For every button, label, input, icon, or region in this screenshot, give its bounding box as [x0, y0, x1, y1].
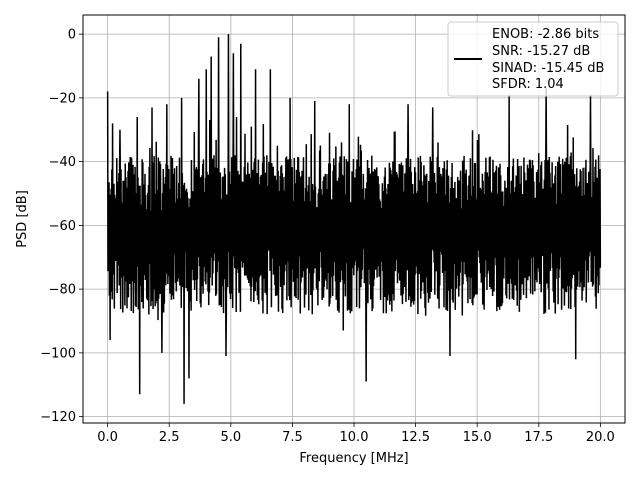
y-tick-label: −100: [40, 346, 76, 361]
y-tick-label: −60: [49, 219, 76, 234]
x-axis-label: Frequency [MHz]: [299, 451, 408, 466]
x-tick-label: 15.0: [463, 430, 492, 445]
legend-text-enob: ENOB: -2.86 bits: [492, 27, 599, 42]
data-series: [106, 34, 602, 404]
legend-text-sinad: SINAD: -15.45 dB: [492, 61, 604, 76]
legend: ENOB: -2.86 bits SNR: -15.27 dB SINAD: -…: [447, 21, 619, 97]
x-tick-label: 17.5: [524, 430, 553, 445]
x-tick-label: 5.0: [220, 430, 241, 445]
y-tick-label: −40: [49, 155, 76, 170]
y-tick-label: −120: [40, 410, 76, 425]
legend-text-snr: SNR: -15.27 dB: [492, 44, 590, 59]
legend-text-sfdr: SFDR: 1.04: [492, 77, 564, 92]
y-axis-label: PSD [dB]: [15, 190, 30, 248]
x-tick-label: 20.0: [586, 430, 615, 445]
x-tick-label: 2.5: [159, 430, 180, 445]
x-ticks: 0.0 2.5 5.0 7.5 10.0 12.5 15.0 17.5 20.0: [97, 423, 615, 445]
x-tick-label: 12.5: [401, 430, 430, 445]
x-tick-label: 7.5: [282, 430, 303, 445]
y-tick-label: −20: [49, 91, 76, 106]
x-tick-label: 0.0: [97, 430, 118, 445]
x-tick-label: 10.0: [340, 430, 369, 445]
y-ticks: 0 −20 −40 −60 −80 −100 −120: [40, 28, 83, 425]
legend-box: [447, 21, 619, 97]
y-tick-label: 0: [68, 28, 76, 43]
y-tick-label: −80: [49, 283, 76, 298]
psd-series-line: [106, 34, 602, 404]
